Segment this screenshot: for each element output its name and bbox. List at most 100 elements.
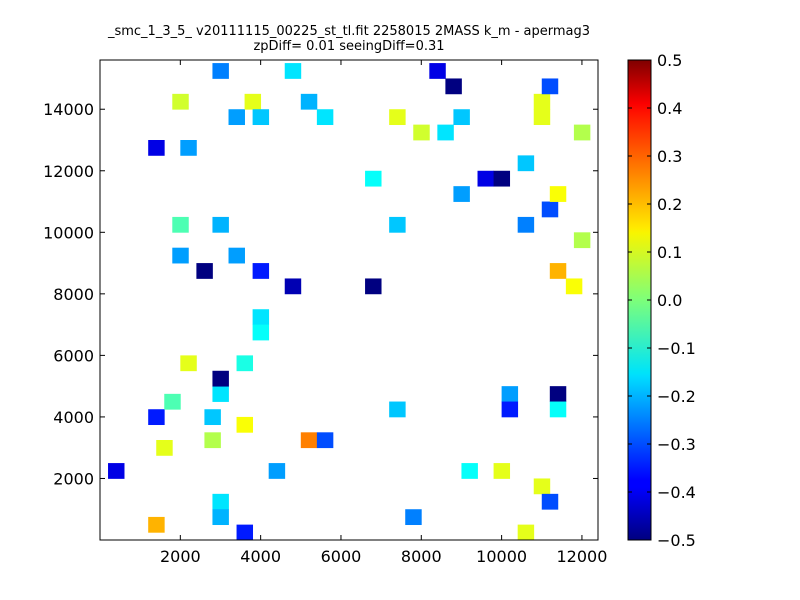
y-tick-label: 8000 — [53, 285, 94, 304]
heatmap-cell — [533, 93, 551, 110]
heatmap-cell — [228, 247, 245, 264]
heatmap-cell — [573, 232, 591, 249]
x-tick-label: 12000 — [556, 547, 607, 566]
colorbar-tick-label: 0.0 — [657, 291, 682, 310]
heatmap-cell — [172, 93, 189, 110]
colorbar-tick-label: −0.4 — [657, 483, 696, 502]
heatmap-cell — [212, 63, 229, 79]
colorbar-tick-label: 0.1 — [657, 243, 682, 262]
heatmap-cell — [413, 124, 430, 141]
heatmap-cell — [204, 432, 221, 449]
heatmap-cell — [389, 401, 406, 418]
heatmap-cell — [493, 170, 511, 187]
heatmap-cell — [180, 140, 197, 156]
plot-frame — [99, 59, 599, 541]
y-tick-label: 14000 — [43, 100, 94, 119]
x-tick-label: 4000 — [240, 547, 281, 566]
heatmap-cell — [204, 409, 221, 426]
colorbar-tick-label: −0.3 — [657, 435, 696, 454]
heatmap-cell — [549, 263, 567, 279]
heatmap-cell — [461, 463, 478, 479]
heatmap-cell — [164, 393, 181, 410]
heatmap-cell — [517, 155, 535, 172]
heatmap-cell — [389, 216, 406, 233]
heatmap-cell — [541, 493, 559, 510]
heatmap-cell — [573, 124, 591, 141]
x-tick-label: 2000 — [160, 547, 201, 566]
heatmap-cell — [148, 516, 165, 533]
heatmap-cell — [389, 109, 406, 126]
heatmap-cell — [533, 109, 551, 126]
heatmap-cell — [405, 509, 422, 526]
heatmap-cell — [212, 386, 229, 402]
colorbar-tick-label: −0.1 — [657, 339, 696, 358]
heatmap-cell — [493, 463, 511, 479]
heatmap-cell — [252, 324, 270, 341]
heatmap-cell — [172, 216, 189, 233]
heatmap-cell — [517, 524, 535, 541]
heatmap-cell — [284, 278, 302, 295]
heatmap-cell — [549, 386, 567, 402]
heatmap-cell — [429, 63, 446, 79]
x-tick-label: 6000 — [321, 547, 362, 566]
chart-subtitle: zpDiff= 0.01 seeingDiff=0.31 — [253, 39, 445, 54]
colorbar-tick-label: 0.4 — [657, 99, 682, 118]
heatmap-cell — [300, 93, 318, 110]
heatmap-cell — [148, 140, 165, 156]
colorbar-tick-label: 0.5 — [657, 51, 682, 70]
heatmap-cell — [236, 355, 254, 372]
heatmap-cell — [244, 93, 262, 110]
heatmap-cell — [172, 247, 189, 264]
heatmap-cell — [316, 109, 334, 126]
heatmap-cell — [300, 432, 318, 449]
heatmap-cell — [541, 201, 559, 218]
colorbar-tick-label: 0.3 — [657, 147, 682, 166]
heatmap-cell — [445, 78, 462, 95]
heatmap-cell — [501, 401, 519, 418]
heatmap-cell — [212, 370, 229, 387]
y-tick-label: 2000 — [53, 469, 94, 488]
colorbar-tick-label: −0.5 — [657, 531, 696, 550]
heatmap-cell — [236, 416, 254, 433]
heatmap-cell — [148, 409, 165, 426]
heatmap-cell — [541, 78, 559, 95]
heatmap-cell — [252, 109, 270, 126]
heatmap-cell — [212, 216, 229, 233]
y-tick-label: 4000 — [53, 408, 94, 427]
heatmap-cell — [453, 186, 470, 202]
heatmap-cell — [501, 386, 519, 402]
heatmap-cell — [565, 278, 583, 295]
heatmap-cell — [228, 109, 245, 126]
colorbar-tick-label: 0.2 — [657, 195, 682, 214]
colorbar: 0.5 0.4 0.3 0.2 0.1 0.0 −0.1 −0.2 −0.3 −0.4 −0.5 — [627, 51, 696, 550]
heatmap-cell — [196, 263, 213, 279]
heatmap-cell — [533, 478, 551, 495]
heatmap-cell — [517, 216, 535, 233]
heatmap-cell — [549, 186, 567, 202]
heatmap-cell — [268, 463, 286, 479]
colorbar-tick-label: −0.2 — [657, 387, 696, 406]
heatmap-cell — [252, 263, 270, 279]
heatmap-cell — [365, 278, 382, 295]
heatmap-cells — [108, 63, 591, 541]
heatmap-cell — [365, 170, 382, 187]
y-tick-label: 12000 — [43, 162, 94, 181]
heatmap-cell — [437, 124, 454, 141]
heatmap-cell — [236, 524, 254, 541]
x-tick-label: 10000 — [476, 547, 527, 566]
y-tick-label: 10000 — [43, 223, 94, 242]
heatmap-cell — [108, 463, 125, 479]
heatmap-cell — [180, 355, 197, 372]
heatmap-cell — [212, 509, 229, 526]
heatmap-cell — [284, 63, 302, 79]
heatmap-cell — [453, 109, 470, 126]
heatmap-cell — [477, 170, 494, 187]
heatmap-cell — [549, 401, 567, 418]
heatmap-cell — [252, 309, 270, 326]
chart-title: _smc_1_3_5_ v20111115_00225_st_tl.fit 22… — [107, 24, 591, 39]
y-tick-label: 6000 — [53, 346, 94, 365]
heatmap-cell — [316, 432, 334, 449]
plot-area: 2000 4000 6000 8000 10000 12000 2000 4000 6000 80… — [43, 59, 607, 566]
